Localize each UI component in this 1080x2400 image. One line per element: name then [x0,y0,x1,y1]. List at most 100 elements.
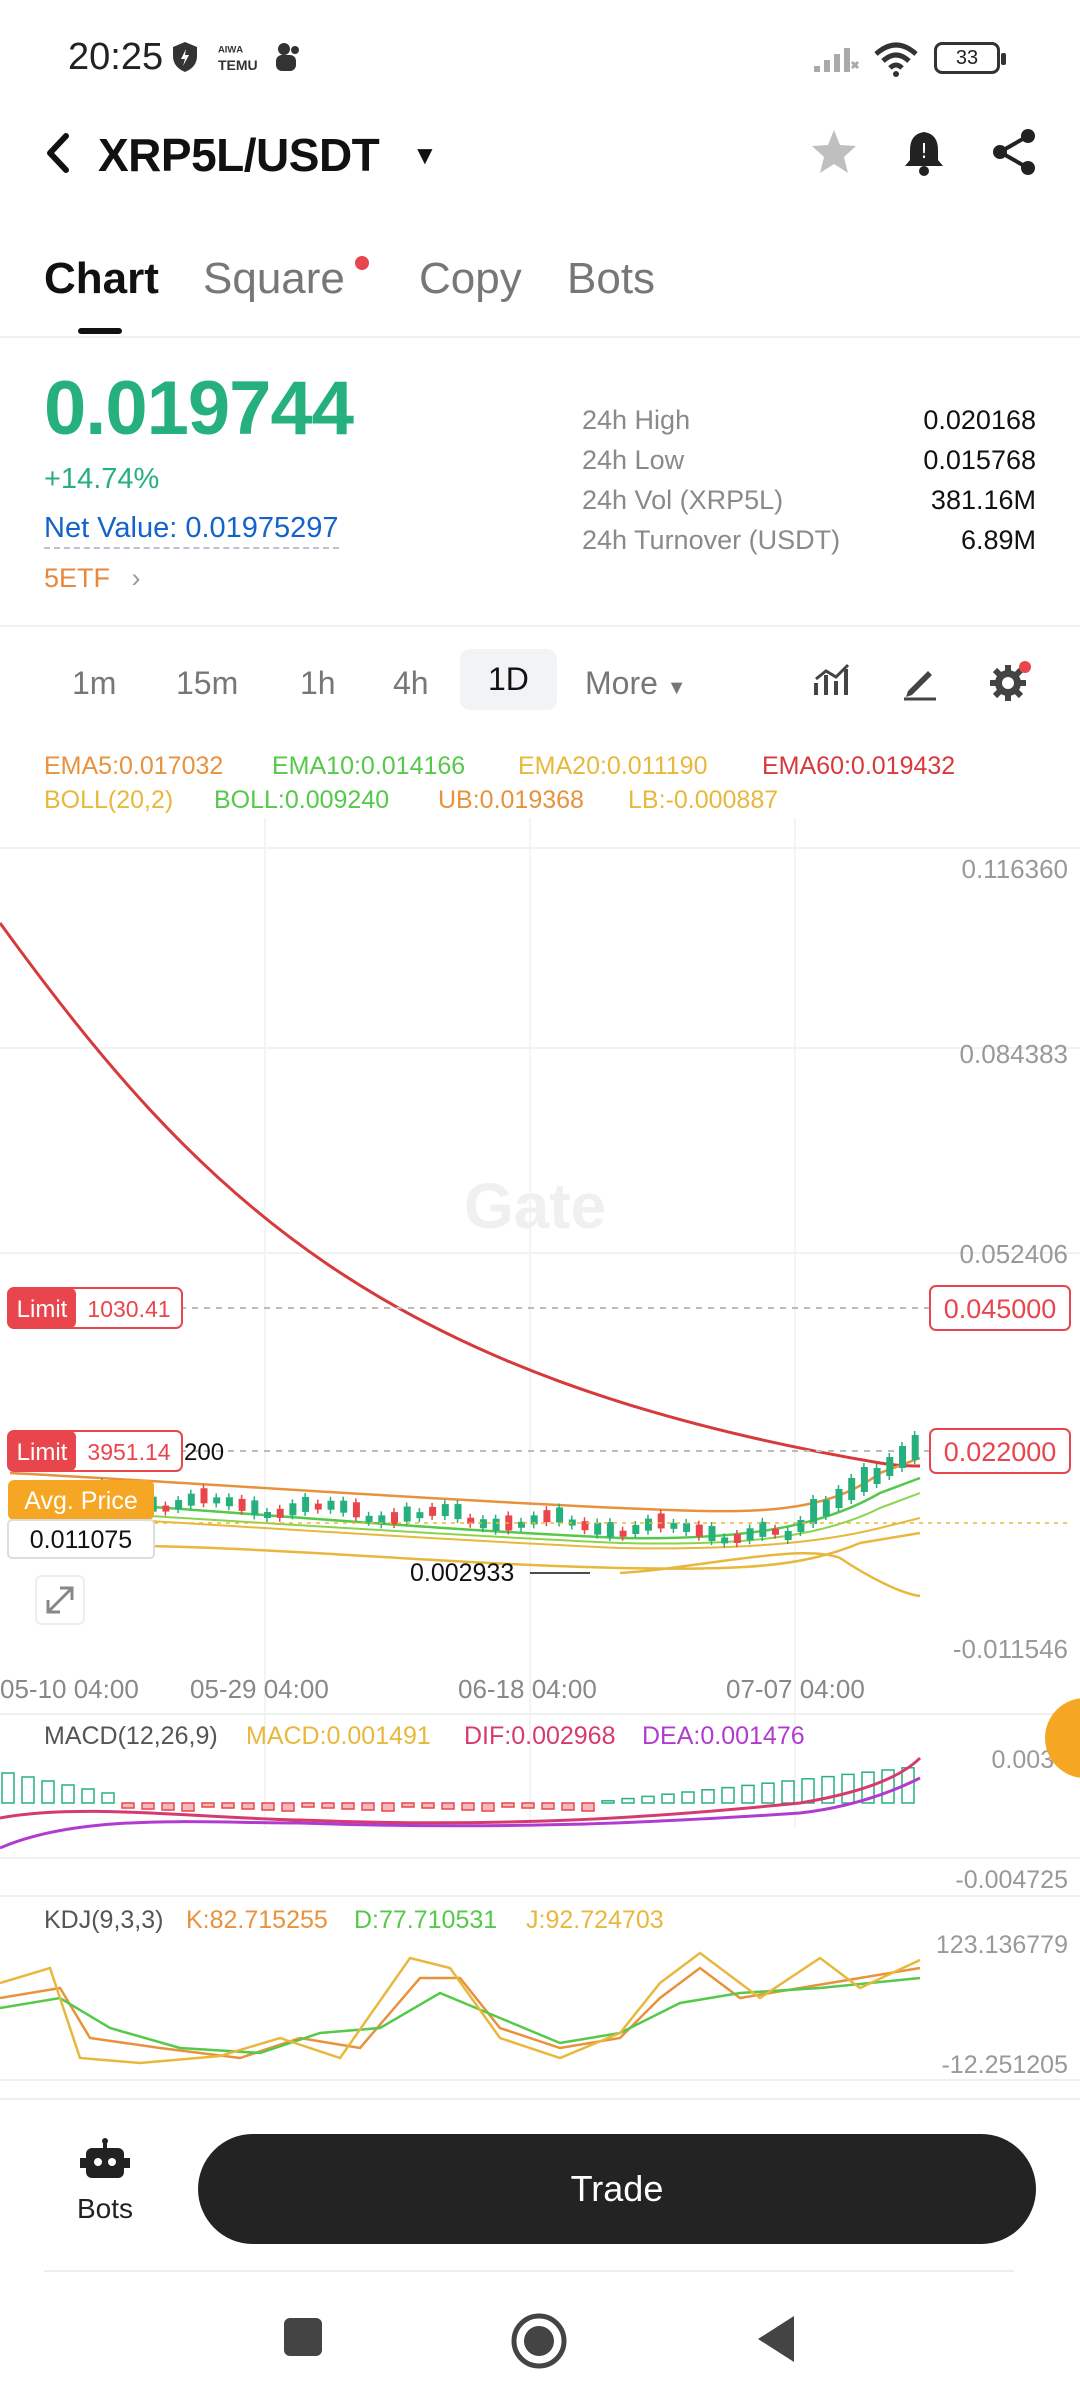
divider [44,2270,1014,2272]
candle [810,1499,818,1524]
nav-home-button[interactable] [510,2312,568,2375]
wifi-icon [872,40,920,85]
price-axis-label: 0.116360 [961,854,1068,884]
candle [543,1510,551,1523]
candle [835,1489,843,1508]
candle [213,1497,221,1504]
candle [454,1504,462,1520]
tab-chart[interactable]: Chart [44,254,159,303]
nav-back-button[interactable] [756,2314,796,2369]
avg-price-value-box [7,1519,155,1559]
macd-bar [421,1802,435,1809]
candle [352,1502,360,1518]
nav-recent-button[interactable] [282,2316,324,2363]
macd-bar [281,1802,295,1812]
price-axis-label: 0.084383 [960,1039,1068,1069]
candle [378,1515,386,1525]
order-type: Limit [17,1296,68,1323]
candle [416,1512,424,1519]
timeframe-1h[interactable]: 1h [300,665,336,701]
tab-bar: Chart Square Copy Bots [0,250,1080,338]
price-change: +14.74% [44,463,160,495]
star-icon[interactable] [806,124,862,180]
dea-line [0,1776,921,1850]
more-label: More [585,665,658,701]
stat-label: 24h Low [582,445,685,475]
timeframe-15m[interactable]: 15m [176,665,239,701]
order-tag-type [8,1288,76,1328]
bots-button[interactable]: Bots [60,2138,150,2225]
net-value-number: 0.01975297 [185,512,339,544]
kdj-legend: J:92.724703 [526,1906,664,1934]
back-button[interactable] [40,128,76,186]
svg-text:!: ! [920,139,928,163]
trade-button[interactable]: Trade [198,2134,1036,2244]
battery-icon: 33 [934,42,1006,74]
order-price-tag [929,1285,1071,1331]
candlestick-chart[interactable]: EMA5:0.017032 EMA10:0.014166 EMA20:0.01119… [0,738,1080,2103]
candle [556,1507,564,1523]
share-icon[interactable] [986,124,1042,180]
candle [175,1500,183,1510]
macd-bar [681,1791,695,1804]
candle [429,1506,437,1516]
shield-icon [170,40,200,81]
net-value-label: Net Value: [44,512,186,544]
stat-label: 24h High [582,405,691,435]
candle [340,1500,348,1513]
candle [695,1524,703,1537]
candle [302,1496,310,1512]
candle [670,1522,678,1529]
candle [518,1521,525,1528]
pencil-icon[interactable] [900,661,940,706]
candle [327,1500,335,1510]
boll-legend: LB:-0.000887 [628,786,778,814]
macd-bar [541,1802,555,1810]
net-value[interactable]: Net Value: 0.01975297 [44,512,339,549]
macd-bar [321,1802,335,1809]
bell-icon[interactable]: ! [896,124,952,180]
boll-legend: UB:0.019368 [438,786,584,814]
price-axis-label: 0.052406 [960,1239,1068,1269]
chart-area[interactable]: EMA5:0.017032 EMA10:0.014166 EMA20:0.01119… [0,738,1080,2103]
etf-link[interactable]: 5ETF › [44,563,141,594]
candle [594,1522,602,1535]
macd-legend: MACD(12,26,9) [44,1722,218,1750]
settings-icon[interactable] [988,661,1032,710]
candle [276,1508,284,1518]
chevron-down-icon[interactable]: ▼ [412,140,438,170]
stat-value: 0.015768 [923,445,1036,475]
candle [606,1522,614,1538]
bots-label: Bots [76,2193,134,2224]
candle [632,1525,640,1535]
timeframe-4h[interactable]: 4h [393,665,429,701]
macd-bar [121,1802,135,1809]
timeframe-more[interactable]: More ▼ [585,665,687,702]
time-axis-label: 06-18 04:00 [458,1674,597,1704]
stat-value: 0.020168 [923,405,1036,435]
macd-bar [701,1789,715,1804]
candle [568,1519,576,1526]
tab-square[interactable]: Square [203,254,345,303]
timeframe-1m[interactable]: 1m [72,665,117,701]
macd-bar [1,1772,15,1804]
macd-bar [341,1802,355,1810]
boll-legend: BOLL:0.009240 [214,786,389,814]
robot-icon [80,2138,130,2178]
macd-bar [201,1802,215,1808]
pair-title[interactable]: XRP5L/USDT [98,129,380,181]
kdj-legend: KDJ(9,3,3) [44,1906,163,1934]
macd-legend: MACD:0.001491 [246,1722,431,1750]
macd-legend: DEA:0.001476 [642,1722,805,1750]
dif-line [0,1756,922,1825]
tab-bots[interactable]: Bots [567,254,656,303]
tab-copy[interactable]: Copy [419,254,522,303]
candle [479,1519,487,1529]
macd-bar [401,1802,415,1808]
timeframe-1d[interactable]: 1D [460,649,557,710]
indicator-icon[interactable] [812,661,852,706]
candle [403,1506,411,1522]
ema-legend: EMA5:0.017032 [44,752,223,780]
caret-down-icon: ▼ [666,677,687,699]
candle [492,1518,500,1531]
